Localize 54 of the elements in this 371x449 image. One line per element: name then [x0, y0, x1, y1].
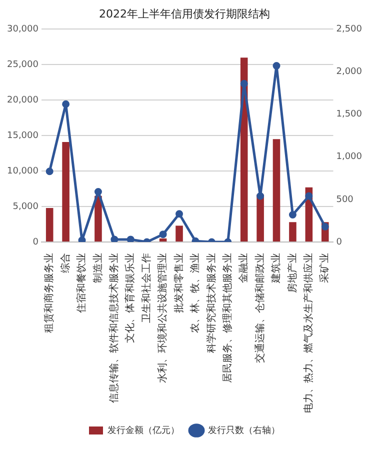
y2-tick-label: 0 — [336, 237, 342, 248]
bar — [159, 238, 167, 242]
point — [159, 230, 167, 238]
x-tick-label: 农、林、牧、渔业 — [189, 253, 202, 333]
x-tick-label: 卫生和社会工作 — [140, 253, 152, 323]
x-tick-label: 电力、热力、燃气及水生产和供应业 — [302, 253, 315, 413]
point — [46, 168, 54, 176]
point — [321, 222, 329, 230]
point — [272, 62, 280, 70]
x-tick-label: 制造业 — [92, 253, 104, 283]
x-tick-label: 建筑业 — [270, 253, 282, 284]
point — [94, 188, 102, 196]
bar — [289, 222, 296, 242]
legend-label: 发行金额（亿元） — [108, 424, 180, 436]
y-tick-label: 15,000 — [6, 130, 39, 141]
point — [256, 192, 264, 200]
point — [110, 236, 118, 242]
x-tick-label: 信息传输、软件和信息技术服务业 — [108, 253, 120, 403]
y-tick-label: 5,000 — [12, 202, 39, 212]
x-tick-label: 房地产业 — [286, 253, 298, 293]
bar — [46, 208, 54, 242]
bar — [176, 226, 183, 242]
bar — [62, 142, 70, 242]
x-tick-label: 采矿业 — [318, 253, 331, 283]
x-tick-label: 居民服务、修理和其他服务业 — [221, 253, 234, 383]
point — [288, 211, 296, 219]
bar — [256, 194, 264, 242]
point — [240, 80, 248, 88]
y2-tick-label: 1,000 — [336, 152, 362, 162]
chart-title: 2022年上半年信用债发行期限结构 — [99, 7, 270, 20]
x-tick-label: 水利、环境和公共设施管理业 — [156, 253, 169, 383]
x-tick-label: 住宿和餐饮业 — [76, 253, 88, 313]
x-tick-label: 科学研究和技术服务业 — [205, 253, 218, 353]
y-tick-label: 25,000 — [6, 60, 39, 70]
y2-tick-label: 2,000 — [336, 67, 362, 78]
legend-label: 发行只数（右轴） — [208, 424, 280, 436]
point — [126, 236, 134, 242]
y2-tick-label: 1,500 — [336, 110, 362, 120]
bar — [272, 139, 280, 242]
y2-tick-label: 2,500 — [336, 24, 362, 35]
point — [176, 210, 184, 218]
y-tick-label: 0 — [32, 237, 39, 248]
y-tick-label: 30,000 — [6, 24, 39, 35]
x-tick-label: 文化、体育和娱乐业 — [124, 253, 136, 343]
x-tick-label: 综合 — [59, 253, 72, 273]
point — [62, 100, 70, 108]
x-tick-label: 租赁和商务服务业 — [43, 253, 56, 333]
point — [305, 192, 313, 200]
x-tick-label: 批发和零售业 — [172, 253, 185, 313]
y-tick-label: 20,000 — [6, 95, 39, 106]
x-tick-label: 交通运输、仓储和邮政业 — [254, 253, 266, 363]
y2-tick-label: 500 — [336, 194, 354, 205]
x-tick-label: 金融业 — [238, 253, 250, 283]
y-tick-label: 10,000 — [6, 166, 39, 176]
